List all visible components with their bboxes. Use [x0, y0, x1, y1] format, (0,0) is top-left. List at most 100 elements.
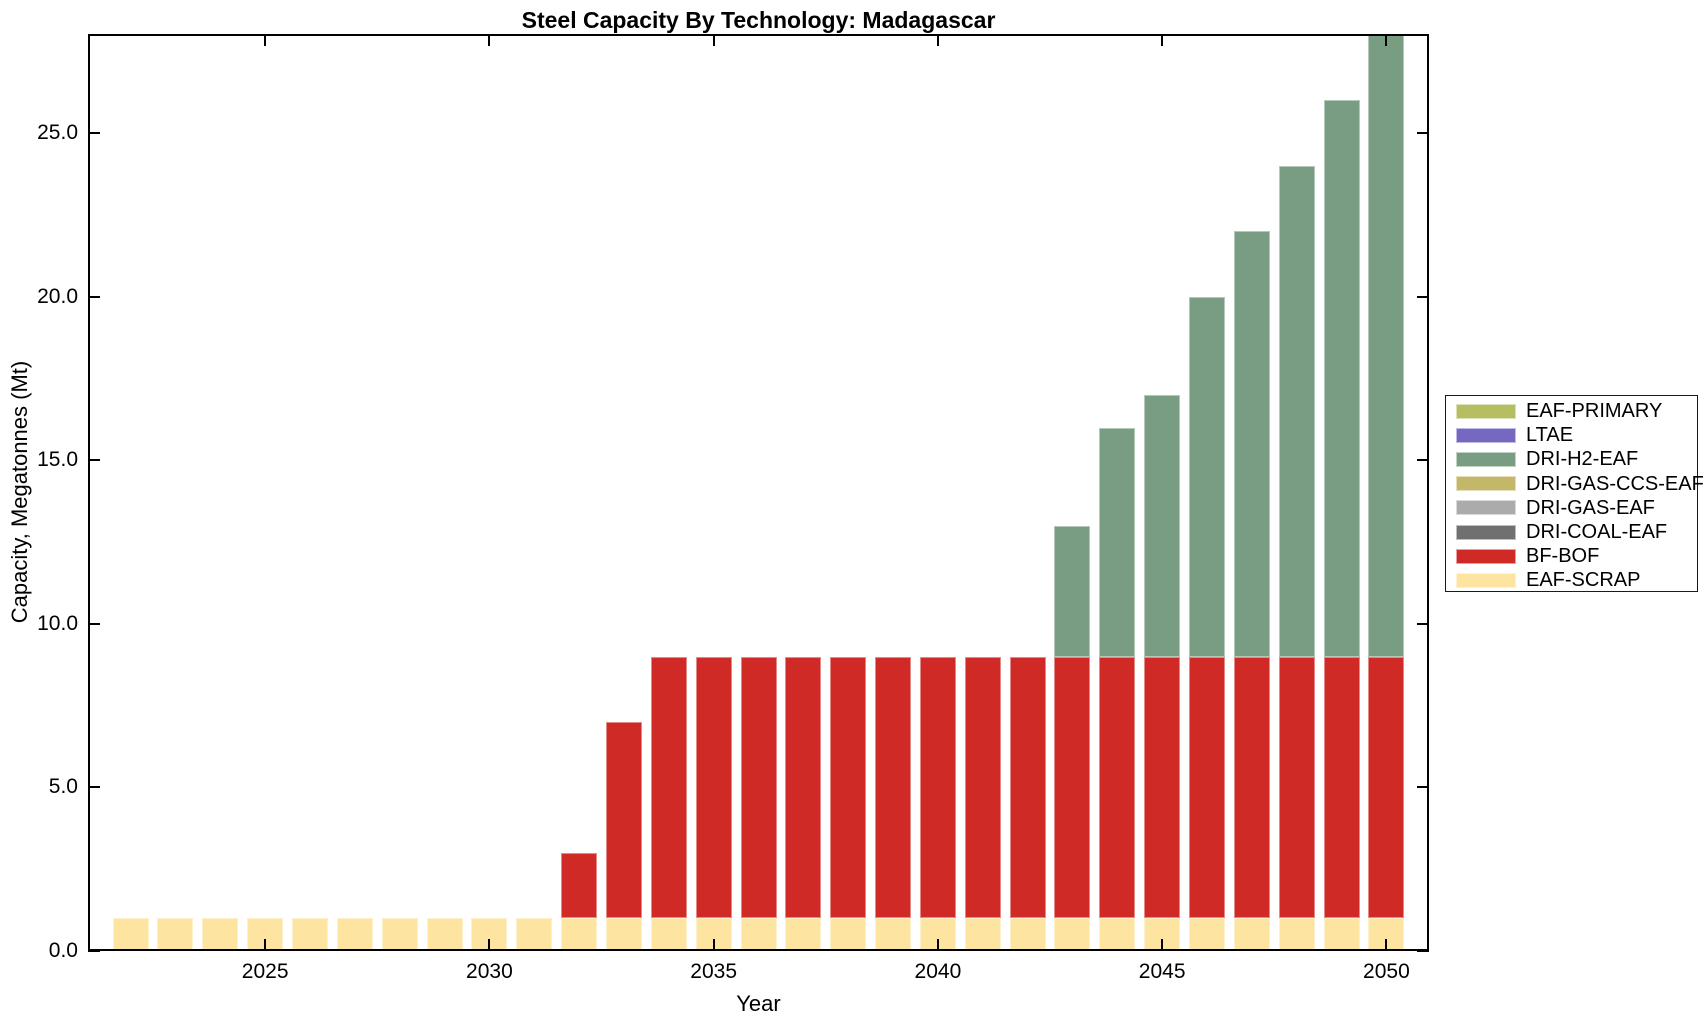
bar-segment-eaf-scrap-2047 [1233, 918, 1270, 951]
legend-label: DRI-GAS-CCS-EAF [1526, 472, 1704, 495]
bar-segment-eaf-scrap-2048 [1278, 918, 1315, 951]
x-tick-2050-bottom [1385, 939, 1388, 951]
y-tick-25.0-left [88, 132, 100, 135]
bar-segment-bf-bof-2034 [650, 656, 687, 919]
bar-segment-bf-bof-2040 [919, 656, 956, 919]
x-tick-label: 2045 [1138, 960, 1186, 983]
bar-segment-eaf-scrap-2042 [1009, 918, 1046, 951]
bar-segment-dri-h2-eaf-2046 [1188, 296, 1225, 657]
x-tick-label: 2050 [1363, 960, 1410, 983]
plot-area [88, 34, 1429, 952]
bar-segment-bf-bof-2043 [1054, 656, 1091, 919]
bar-segment-bf-bof-2047 [1233, 656, 1270, 919]
bar-segment-bf-bof-2032 [561, 852, 598, 919]
bar-segment-bf-bof-2033 [605, 722, 642, 919]
legend-swatch-ltae [1456, 427, 1516, 443]
bar-segment-dri-h2-eaf-2050 [1368, 35, 1405, 657]
legend-row-eaf-primary: EAF-PRIMARY [1456, 399, 1697, 423]
y-axis-label: Capacity, Megatonnes (Mt) [7, 360, 32, 624]
bar-segment-bf-bof-2049 [1323, 656, 1360, 919]
bar-segment-dri-h2-eaf-2048 [1278, 165, 1315, 657]
y-tick-25.0-right [1417, 132, 1429, 135]
y-tick-0.0-left [88, 950, 100, 952]
legend-row-bf-bof: BF-BOF [1456, 544, 1697, 568]
bar-segment-eaf-scrap-2039 [875, 918, 912, 951]
legend-swatch-dri-h2-eaf [1456, 451, 1516, 467]
legend-label: DRI-GAS-EAF [1526, 496, 1655, 519]
bar-segment-eaf-scrap-2046 [1188, 918, 1225, 951]
bar-segment-bf-bof-2036 [740, 656, 777, 919]
bar-segment-dri-h2-eaf-2044 [1099, 427, 1136, 657]
bar-segment-eaf-scrap-2028 [381, 918, 418, 951]
y-tick-label: 20.0 [37, 284, 78, 308]
bar-segment-bf-bof-2038 [830, 656, 867, 919]
legend-swatch-eaf-primary [1456, 403, 1516, 419]
legend-row-dri-coal-eaf: DRI-COAL-EAF [1456, 520, 1697, 544]
bar-segment-eaf-scrap-2037 [785, 918, 822, 951]
legend-swatch-eaf-scrap [1456, 572, 1516, 588]
bar-segment-bf-bof-2041 [964, 656, 1001, 919]
legend-label: DRI-COAL-EAF [1526, 521, 1668, 544]
x-tick-2040-bottom [936, 939, 939, 951]
bar-segment-eaf-scrap-2023 [157, 918, 194, 951]
legend-label: EAF-SCRAP [1526, 569, 1641, 592]
legend-row-dri-gas-eaf: DRI-GAS-EAF [1456, 496, 1697, 520]
y-tick-label: 15.0 [37, 448, 78, 472]
bar-segment-eaf-scrap-2026 [292, 918, 328, 951]
x-tick-label: 2030 [466, 960, 513, 983]
x-tick-2025-top [264, 34, 267, 46]
y-tick-label: 25.0 [37, 121, 78, 145]
bar-segment-eaf-scrap-2029 [426, 918, 463, 951]
bar-segment-eaf-scrap-2027 [336, 918, 373, 951]
bar-segment-eaf-scrap-2044 [1099, 918, 1136, 951]
x-tick-2040-top [936, 34, 939, 46]
bar-segment-eaf-scrap-2024 [202, 918, 239, 951]
bar-segment-dri-h2-eaf-2043 [1054, 525, 1091, 657]
y-tick-20.0-left [88, 295, 100, 298]
x-tick-label: 2035 [690, 960, 737, 983]
legend-swatch-bf-bof [1456, 548, 1516, 564]
bar-segment-bf-bof-2039 [875, 656, 912, 919]
legend-row-ltae: LTAE [1456, 423, 1697, 447]
x-tick-2035-bottom [712, 939, 715, 951]
x-tick-2050-top [1385, 34, 1388, 46]
bar-segment-bf-bof-2046 [1188, 656, 1225, 919]
legend-swatch-dri-gas-eaf [1456, 500, 1516, 516]
x-tick-2025-bottom [264, 939, 267, 951]
bars-layer [88, 34, 1429, 951]
x-tick-2030-bottom [488, 939, 491, 951]
bar-segment-eaf-scrap-2036 [740, 918, 777, 951]
legend-box: EAF-PRIMARY LTAE DRI-H2-EAF DRI-GAS-CCS-EAF… [1445, 395, 1704, 592]
y-tick-0.0-right [1417, 950, 1429, 952]
bar-segment-eaf-scrap-2031 [516, 918, 553, 951]
bar-segment-bf-bof-2042 [1009, 656, 1046, 919]
bar-segment-bf-bof-2035 [695, 656, 732, 919]
bar-segment-bf-bof-2045 [1144, 656, 1181, 919]
x-tick-label: 2025 [241, 960, 289, 983]
bar-segment-eaf-scrap-2043 [1054, 918, 1091, 951]
x-axis-label: Year [736, 991, 781, 1016]
bar-segment-eaf-scrap-2022 [112, 918, 149, 951]
y-tick-15.0-right [1417, 459, 1429, 462]
x-tick-2045-top [1161, 34, 1164, 46]
bar-segment-eaf-scrap-2049 [1323, 918, 1360, 951]
bar-segment-bf-bof-2048 [1278, 656, 1315, 919]
y-tick-5.0-right [1417, 786, 1429, 789]
legend-label: LTAE [1526, 424, 1574, 447]
legend-label: DRI-H2-EAF [1526, 448, 1639, 471]
y-tick-label: 5.0 [48, 775, 78, 799]
bar-segment-dri-h2-eaf-2047 [1233, 231, 1270, 657]
bar-segment-eaf-scrap-2033 [605, 918, 642, 951]
legend-label: EAF-PRIMARY [1526, 400, 1663, 423]
x-tick-2045-bottom [1161, 939, 1164, 951]
y-tick-20.0-right [1417, 295, 1429, 298]
bar-segment-dri-h2-eaf-2045 [1144, 394, 1181, 657]
legend-row-dri-gas-ccs-eaf: DRI-GAS-CCS-EAF [1456, 472, 1704, 496]
legend-swatch-dri-coal-eaf [1456, 524, 1516, 540]
legend-label: BF-BOF [1526, 545, 1600, 568]
legend-row-dri-h2-eaf: DRI-H2-EAF [1456, 447, 1697, 471]
bar-segment-eaf-scrap-2038 [830, 918, 867, 951]
y-tick-label: 10.0 [37, 611, 78, 635]
x-tick-2035-top [712, 34, 715, 46]
